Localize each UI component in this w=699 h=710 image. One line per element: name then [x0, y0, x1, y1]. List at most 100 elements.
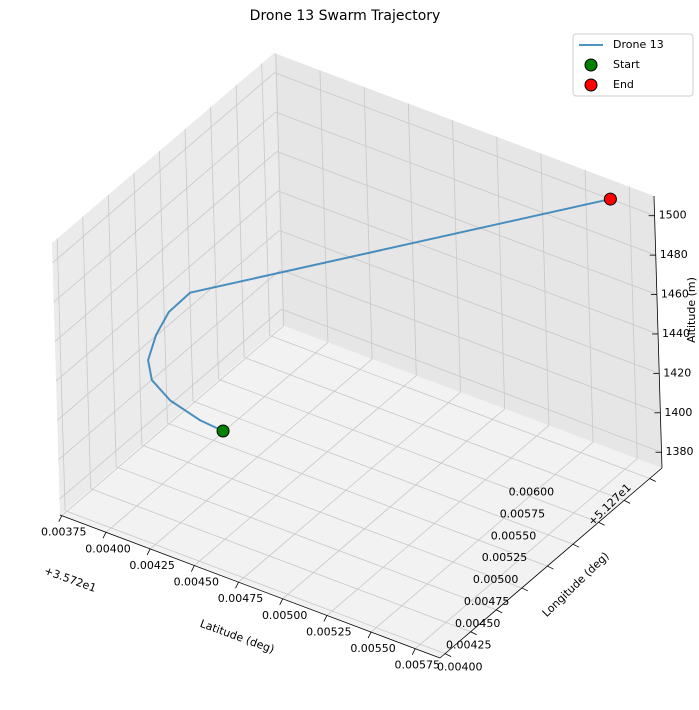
grid-line — [90, 488, 471, 633]
grid-line — [275, 53, 285, 326]
legend-box — [572, 33, 694, 97]
grid-line — [82, 216, 92, 489]
x-tick-label: 0.00575 — [395, 659, 441, 672]
grid-line — [194, 375, 417, 566]
y-tick-label: 0.00450 — [455, 617, 501, 630]
z-tick-label: 1500 — [659, 209, 687, 222]
y-tick-label: 0.00550 — [491, 529, 537, 542]
x-axis-line — [59, 514, 441, 659]
tick-mark — [598, 521, 605, 526]
y-axis-line — [439, 467, 663, 659]
tick-mark — [190, 565, 195, 572]
z-axis-line — [653, 195, 663, 469]
tick-mark — [367, 631, 372, 639]
grid-line — [280, 269, 661, 414]
z-tick-label: 1460 — [661, 288, 689, 301]
grid-line — [279, 230, 660, 374]
tick-mark — [649, 478, 656, 482]
x-axis-label: Latitude (deg) — [198, 617, 276, 656]
point-marker — [603, 192, 617, 206]
tick-mark — [146, 548, 151, 556]
z-tick-label: 1480 — [660, 248, 688, 261]
y-tick-label: 0.00400 — [437, 661, 483, 674]
y-tick-label: 0.00575 — [500, 507, 546, 520]
x-tick-label: 0.00425 — [129, 559, 175, 572]
grid-line — [540, 153, 550, 426]
tick-mark — [279, 598, 284, 605]
grid-line — [218, 378, 599, 523]
grid-line — [59, 308, 282, 500]
grid-line — [116, 466, 497, 611]
grid-line — [269, 335, 650, 479]
y-tick-label: 0.00500 — [473, 573, 519, 586]
tick-mark — [547, 565, 554, 570]
tick-mark — [235, 581, 239, 589]
legend-label: Start — [613, 58, 641, 71]
z-tick-label: 1440 — [662, 327, 690, 340]
tick-mark — [572, 543, 580, 548]
grid-line — [133, 172, 143, 445]
x-tick-label: 0.00500 — [262, 609, 308, 622]
legend-marker — [584, 78, 598, 92]
grid-line — [61, 325, 285, 516]
grid-line — [274, 72, 655, 217]
y-tick-label: 0.00600 — [509, 486, 555, 499]
grid-line — [53, 111, 276, 303]
grid-line — [55, 190, 279, 382]
point-marker — [216, 424, 230, 438]
chart-title: Drone 13 Swarm Trajectory — [250, 8, 441, 24]
grid-line — [184, 129, 194, 402]
grid-line — [370, 441, 594, 633]
grid-line — [275, 111, 656, 256]
y-tick-label: 0.00425 — [446, 639, 492, 652]
z-tick-label: 1400 — [664, 406, 692, 419]
grid-line — [363, 86, 373, 359]
trajectory-line — [147, 198, 611, 432]
tick-mark — [323, 615, 328, 622]
z-axis-label: Altitude (m) — [685, 277, 698, 343]
grid-line — [141, 444, 522, 589]
x-tick-label: 0.00525 — [306, 625, 352, 638]
x-tick-label: 0.00475 — [218, 592, 264, 605]
floor-pane — [60, 325, 662, 658]
grid-line — [149, 358, 373, 550]
grid-line — [54, 151, 278, 342]
tick-mark — [411, 648, 416, 655]
grid-line — [584, 170, 594, 443]
grid-line — [452, 120, 461, 393]
tick-mark — [58, 515, 63, 522]
legend-label: Drone 13 — [613, 38, 664, 51]
legend-label: End — [613, 78, 634, 91]
grid-line — [277, 190, 659, 335]
legend-marker — [584, 58, 598, 72]
y-tick-label: 0.00525 — [482, 551, 528, 564]
grid-line — [282, 408, 505, 600]
tick-mark — [623, 500, 631, 504]
grid-line — [64, 510, 446, 654]
grid-line — [414, 458, 638, 649]
grid-line — [326, 425, 550, 616]
grid-line — [159, 151, 168, 424]
x-tick-label: 0.00375 — [41, 526, 87, 539]
tick-mark — [496, 609, 503, 614]
grid-line — [238, 391, 461, 583]
y-tick-label: 0.00475 — [464, 595, 510, 608]
grid-line — [58, 269, 281, 461]
tick-mark — [444, 653, 452, 657]
x-tick-label: 0.00550 — [350, 642, 396, 655]
tick-mark — [521, 587, 529, 592]
back-pane — [274, 53, 662, 468]
grid-line — [56, 238, 66, 511]
grid-line — [244, 357, 625, 501]
grid-line — [276, 151, 658, 295]
grid-line — [105, 341, 329, 533]
grid-line — [281, 308, 662, 453]
grid-line — [52, 72, 275, 264]
x-tick-label: 0.00450 — [174, 576, 220, 589]
grid-line — [407, 103, 417, 376]
x-offset-label: +3.572e1 — [42, 564, 98, 595]
x-tick-label: 0.00400 — [85, 542, 131, 555]
grid-line — [261, 63, 271, 336]
grid-line — [628, 186, 638, 459]
